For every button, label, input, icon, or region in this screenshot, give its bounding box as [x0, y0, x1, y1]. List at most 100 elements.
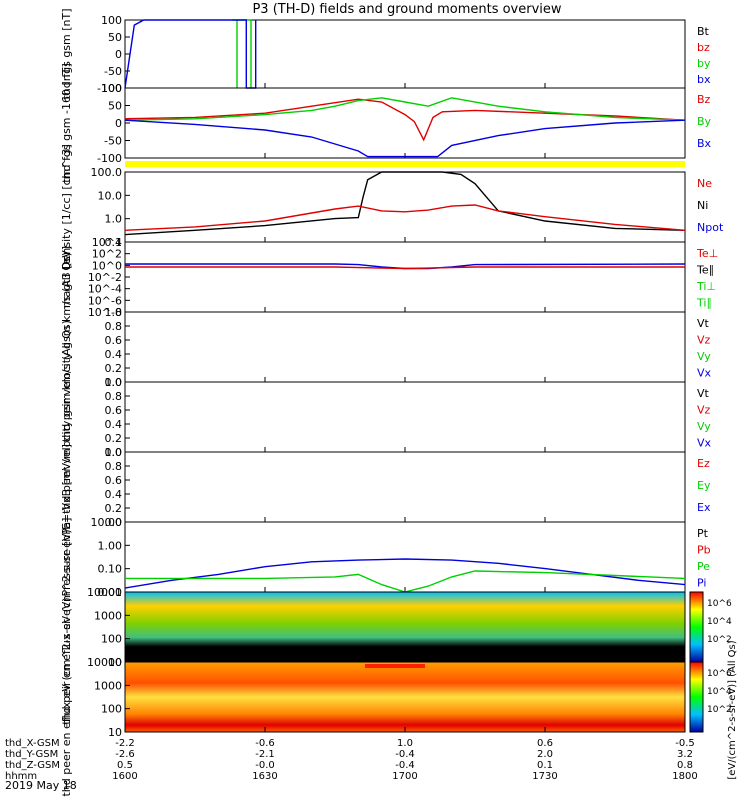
legend-Vy: Vy [697, 350, 711, 363]
time-row-value: 0.5 [117, 760, 133, 771]
y-axis-label: thd peer en eflux eV (cm^2-s-sr-eV) [60, 597, 73, 796]
time-row-value: 1700 [392, 771, 417, 782]
panel-frame [124, 171, 686, 243]
y-tick-label: 0.6 [105, 404, 123, 417]
series-Pi [124, 558, 686, 589]
legend-Vy: Vy [697, 420, 711, 433]
y-tick-label: 10 [108, 656, 122, 669]
colorbar-label: [eV/(cm^2-s-sr-eV)] (All Qs) [727, 640, 738, 779]
time-row-value: -0.4 [395, 749, 415, 760]
orbit-bar [125, 161, 685, 167]
time-row-value: 1.0 [397, 738, 413, 749]
legend-Bt: Bt [697, 25, 710, 38]
time-row-value: 0.1 [537, 760, 553, 771]
y-tick-label: 10000 [87, 586, 122, 599]
legend-By: By [697, 115, 712, 128]
y-tick-label: 1.0 [105, 306, 123, 319]
panel-3: 100.0 10.0 1.0 0.1 Density [1/cc] [cm^-3] Ne N… [60, 144, 724, 270]
time-row-value: 1730 [532, 771, 557, 782]
legend-bz: bz [697, 41, 710, 54]
panel-frame [124, 521, 686, 593]
y-tick-label: 50 [108, 100, 122, 113]
panel-10: 10^6 10^4 10^2 10000 1000 100 10 thd peer en ef… [60, 597, 732, 796]
y-tick-label: 0.1 [105, 236, 123, 249]
y-tick-label: 0.4 [105, 418, 123, 431]
time-row-value: 3.2 [677, 749, 693, 760]
legend-Pt: Pt [697, 527, 709, 540]
y-tick-label: 10^-8 [88, 306, 122, 319]
y-tick-label: 100 [101, 703, 122, 716]
panel-frame [124, 381, 686, 453]
y-axis-label: Pressure [nPa] [60, 518, 73, 597]
y-tick-label: 10000 [87, 656, 122, 669]
legend-Vt: Vt [697, 387, 710, 400]
legend-by: by [697, 57, 711, 70]
y-tick-label: 0.6 [105, 474, 123, 487]
series-By [124, 97, 686, 121]
colorbar-tick: 10^2 [707, 705, 732, 715]
time-row-value: 1800 [672, 771, 697, 782]
y-tick-label: 0.0 [105, 516, 123, 529]
y-tick-label: 0.4 [105, 348, 123, 361]
plot-title: P3 (TH-D) fields and ground moments over… [252, 2, 561, 17]
y-axis-label: thd fgs gsm [nT] [60, 8, 73, 99]
y-tick-label: 10^0 [92, 259, 122, 272]
y-tick-label: -100 [97, 82, 122, 95]
y-tick-label: 1000 [94, 609, 122, 622]
y-axis-label: thd peer velocity gsm km/s (All Qs) [60, 320, 73, 514]
series-Te [125, 266, 685, 270]
legend-Pe: Pe [697, 560, 710, 573]
colorbar [689, 591, 704, 663]
colorbar-tick: 10^2 [707, 635, 732, 645]
legend-Npot: Npot [697, 221, 724, 234]
spectrogram-1 [125, 592, 685, 662]
y-tick-label: 0.0 [105, 376, 123, 389]
y-tick-label: 10^-2 [88, 271, 122, 284]
legend-Ne: Ne [697, 177, 712, 190]
legend-Vx: Vx [697, 367, 712, 380]
y-tick-label: 1000 [94, 679, 122, 692]
y-tick-label: 0.6 [105, 334, 123, 347]
spectrogram-feature [365, 664, 425, 668]
time-row-value: -2.2 [115, 738, 135, 749]
time-row-name: thd_Z-GSM [5, 760, 60, 771]
y-tick-label: 10.0 [98, 189, 123, 202]
legend-Ti∥: Ti∥ [696, 297, 712, 310]
legend-Vz: Vz [697, 334, 711, 347]
y-tick-label: 100 [101, 633, 122, 646]
y-axis-label: thd peir en eflux eV (cm^2-s-sr-eV) [60, 529, 73, 724]
y-tick-label: -50 [104, 65, 122, 78]
series-Bx [124, 119, 686, 158]
y-tick-label: 0 [115, 48, 122, 61]
y-axis-label: E=-VxB [mV/m] [60, 444, 73, 530]
time-row-value: 1600 [112, 771, 137, 782]
y-tick-label: 10^-4 [88, 283, 122, 296]
legend-Vz: Vz [697, 404, 711, 417]
y-tick-label: 0.8 [105, 390, 123, 403]
panel-1: 100 50 0 -50 -100 thd fgs gsm [nT] Bt bz by bx [60, 8, 711, 99]
legend-bx: bx [697, 73, 711, 86]
colorbar-tick: 10^4 [707, 687, 732, 697]
legend-Ex: Ex [697, 501, 711, 514]
series-Ne [124, 204, 686, 231]
y-tick-label: 10^-6 [88, 294, 122, 307]
legend-Pi: Pi [697, 577, 706, 590]
time-axis: thd_X-GSM -2.2 -0.6 1.0 0.6 -0.5 thd_Y-GSM -2.6… [5, 738, 698, 782]
y-axis-label: magt3 [eV] [60, 246, 73, 308]
time-row-value: -0.6 [255, 738, 275, 749]
y-tick-label: 0.2 [105, 502, 123, 515]
colorbar-tick: 10^6 [707, 599, 732, 609]
time-row-value: 1630 [252, 771, 277, 782]
panel-frame [124, 451, 686, 523]
time-row-value: 0.8 [677, 760, 693, 771]
y-axis-label: thd peir velocity gsm km/s (All Qs) [60, 252, 73, 442]
panel-9: 10^6 10^4 10^2 10000 1000 100 10 thd peir en ef… [60, 529, 732, 724]
legend-Te⊥: Te⊥ [696, 247, 718, 260]
y-tick-label: 10 [108, 726, 122, 739]
panel-frame [124, 241, 686, 313]
y-tick-label: 1.0 [105, 446, 123, 459]
legend-Ey: Ey [697, 479, 711, 492]
